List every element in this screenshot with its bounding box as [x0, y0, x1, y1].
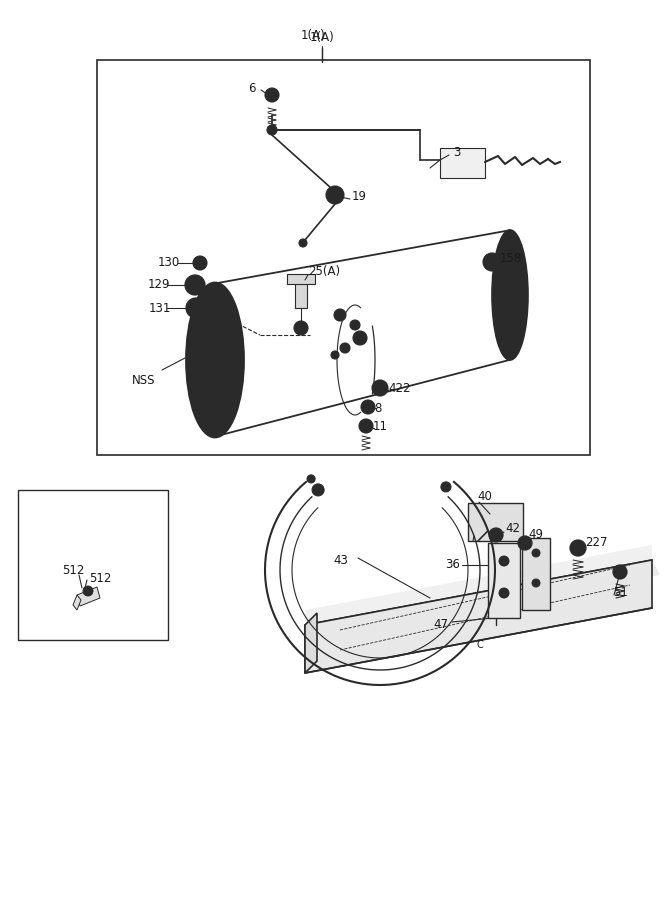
Text: 25(A): 25(A)	[308, 266, 340, 278]
Polygon shape	[305, 560, 652, 625]
Bar	[440, 148, 485, 178]
Text: 3: 3	[453, 146, 460, 158]
Polygon shape	[305, 545, 652, 625]
Text: 43: 43	[333, 554, 348, 566]
Polygon shape	[73, 595, 81, 610]
Circle shape	[532, 579, 540, 587]
Text: NSS: NSS	[132, 374, 155, 386]
Circle shape	[353, 331, 367, 345]
Circle shape	[487, 257, 497, 267]
Bar	[488, 543, 520, 618]
Bar	[287, 274, 315, 284]
Text: 19: 19	[352, 190, 367, 203]
Circle shape	[315, 487, 321, 493]
Text: 49: 49	[528, 528, 543, 542]
Text: 1(A): 1(A)	[301, 30, 325, 42]
Text: 158: 158	[500, 253, 522, 266]
Circle shape	[573, 543, 583, 553]
Text: 512: 512	[89, 572, 111, 584]
Circle shape	[334, 309, 346, 321]
Text: 40: 40	[477, 490, 492, 502]
Circle shape	[268, 91, 276, 99]
Bar	[18, 490, 168, 640]
Ellipse shape	[492, 230, 528, 360]
Text: 422: 422	[388, 382, 410, 394]
Text: 11: 11	[373, 419, 388, 433]
Circle shape	[483, 253, 501, 271]
Bar	[522, 538, 550, 610]
Circle shape	[190, 302, 202, 314]
Text: 130: 130	[158, 256, 180, 268]
Bar	[97, 60, 590, 455]
Bar	[295, 280, 307, 308]
Bar	[468, 503, 523, 541]
Circle shape	[361, 400, 375, 414]
Text: 512: 512	[62, 563, 84, 577]
Text: 47: 47	[433, 617, 448, 631]
Circle shape	[193, 256, 207, 270]
Circle shape	[499, 588, 509, 598]
Circle shape	[532, 549, 540, 557]
Text: 129: 129	[148, 277, 171, 291]
Text: 36: 36	[445, 559, 460, 572]
Circle shape	[521, 539, 529, 547]
Circle shape	[613, 565, 627, 579]
Circle shape	[299, 239, 307, 247]
Circle shape	[330, 190, 340, 200]
Text: 8: 8	[374, 401, 382, 415]
Circle shape	[297, 324, 305, 332]
Circle shape	[372, 380, 388, 396]
Circle shape	[267, 125, 277, 135]
Circle shape	[499, 556, 509, 566]
Circle shape	[489, 528, 503, 542]
Circle shape	[312, 484, 324, 496]
Text: 42: 42	[505, 521, 520, 535]
Circle shape	[359, 419, 373, 433]
Circle shape	[265, 88, 279, 102]
Circle shape	[340, 343, 350, 353]
Ellipse shape	[186, 283, 244, 437]
Circle shape	[518, 536, 532, 550]
Circle shape	[186, 298, 206, 318]
Text: 51: 51	[613, 586, 628, 598]
Polygon shape	[305, 560, 660, 640]
Circle shape	[294, 321, 308, 335]
Circle shape	[331, 351, 339, 359]
Circle shape	[196, 259, 204, 267]
Circle shape	[441, 482, 451, 492]
Circle shape	[185, 275, 205, 295]
Circle shape	[356, 334, 364, 342]
Circle shape	[492, 531, 500, 539]
Circle shape	[350, 320, 360, 330]
Circle shape	[307, 475, 315, 483]
Polygon shape	[305, 613, 317, 673]
Text: 227: 227	[585, 536, 608, 548]
Text: C: C	[477, 640, 484, 650]
Circle shape	[570, 540, 586, 556]
Text: 6: 6	[248, 83, 255, 95]
Text: 131: 131	[149, 302, 171, 314]
Polygon shape	[77, 587, 100, 606]
Circle shape	[375, 383, 385, 393]
Circle shape	[364, 403, 372, 411]
Circle shape	[83, 586, 93, 596]
Polygon shape	[305, 560, 652, 673]
Circle shape	[189, 279, 201, 291]
Circle shape	[326, 186, 344, 204]
Text: 1(A): 1(A)	[310, 32, 335, 44]
